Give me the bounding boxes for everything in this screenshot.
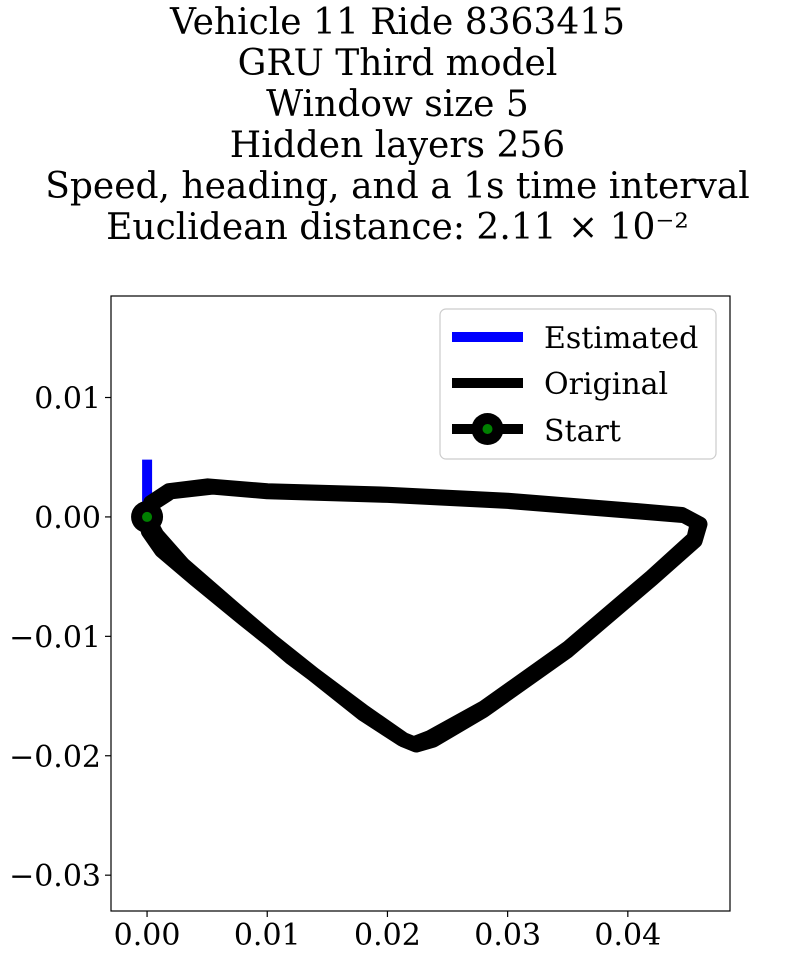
legend-label-estimated: Estimated <box>544 321 698 356</box>
chart-title: Vehicle 11 Ride 8363415 GRU Third model … <box>0 2 795 248</box>
legend-start-marker-dot <box>482 424 493 434</box>
axes-frame <box>110 295 731 912</box>
y-tick-label: 0.01 <box>34 382 101 417</box>
y-tick-label: −0.02 <box>9 740 101 775</box>
legend-label-start: Start <box>544 414 621 449</box>
title-line-4: Hidden layers 256 <box>229 125 566 166</box>
title-line-5: Speed, heading, and a 1s time interval <box>45 166 750 207</box>
legend: Estimated Original Start <box>439 308 717 460</box>
title-line-6: Euclidean distance: 2.11 × 10⁻² <box>106 207 689 248</box>
axis-ticks: 0.00 0.01 0.02 0.03 0.04 0.01 0.00 −0.01 −0.02 −0… <box>9 382 661 953</box>
legend-box <box>439 308 717 460</box>
y-tick-label: −0.01 <box>9 620 101 655</box>
y-tick-label: 0.00 <box>34 501 101 536</box>
x-tick-label: 0.04 <box>594 918 661 953</box>
x-tick-label: 0.01 <box>234 918 301 953</box>
x-tick-label: 0.00 <box>114 918 181 953</box>
title-line-2: GRU Third model <box>237 43 558 84</box>
title-line-3: Window size 5 <box>266 84 529 125</box>
start-marker-dot <box>142 511 153 522</box>
series-line-original <box>139 478 708 753</box>
x-tick-label: 0.02 <box>354 918 421 953</box>
x-tick-label: 0.03 <box>474 918 541 953</box>
legend-label-original: Original <box>544 367 668 402</box>
y-tick-label: −0.03 <box>9 859 101 894</box>
plot-area <box>131 459 708 753</box>
title-line-1: Vehicle 11 Ride 8363415 <box>169 2 626 43</box>
